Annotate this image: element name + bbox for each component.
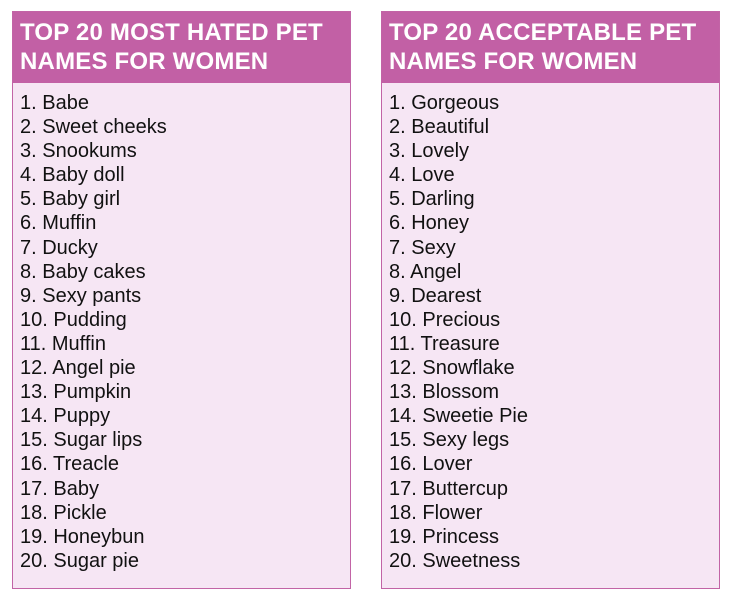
list-item: 6. Muffin	[20, 212, 97, 235]
list-item: 12. Snowflake	[389, 357, 515, 380]
list-item: 19. Princess	[389, 525, 500, 548]
list-item: 2. Beautiful	[389, 116, 490, 139]
list-item: 16. Treacle	[20, 453, 119, 476]
hated-names-card: TOP 20 MOST HATED PET NAMES FOR WOMEN 1.…	[12, 11, 351, 589]
list-item: 5. Baby girl	[20, 188, 121, 211]
list-item: 18. Pickle	[20, 501, 107, 524]
list-item: 15. Sugar lips	[20, 429, 143, 452]
list-item: 3. Snookums	[20, 140, 137, 163]
list-item: 1. Babe	[20, 92, 89, 114]
acceptable-names-title: TOP 20 ACCEPTABLE PET NAMES FOR WOMEN	[389, 19, 697, 75]
list-item: 17. Buttercup	[389, 477, 508, 500]
list-item: 19. Honeybun	[20, 525, 145, 548]
list-item: 11. Treasure	[389, 332, 500, 355]
hated-names-body: 1. Babe 2. Sweet cheeks 3. Snookums 4. B…	[13, 83, 350, 573]
hated-names-list: 1. Babe 2. Sweet cheeks 3. Snookums 4. B…	[20, 91, 350, 573]
list-item: 12. Angel pie	[20, 357, 136, 380]
list-item: 15. Sexy legs	[389, 429, 510, 452]
list-item: 16. Lover	[389, 453, 473, 476]
acceptable-names-list: 1. Gorgeous 2. Beautiful 3. Lovely 4. Lo…	[389, 91, 719, 573]
list-item: 10. Precious	[389, 308, 501, 331]
hated-names-header: TOP 20 MOST HATED PET NAMES FOR WOMEN	[13, 12, 350, 83]
list-item: 7. Sexy	[389, 236, 456, 259]
list-item: 4. Baby doll	[20, 164, 125, 187]
list-item: 17. Baby	[20, 477, 99, 500]
list-item: 4. Love	[389, 164, 455, 187]
list-item: 6. Honey	[389, 212, 470, 235]
list-item: 10. Pudding	[20, 308, 127, 331]
list-item: 14. Puppy	[20, 405, 111, 428]
list-item: 18. Flower	[389, 501, 483, 524]
list-item: 14. Sweetie Pie	[389, 405, 528, 428]
list-item: 3. Lovely	[389, 140, 470, 163]
list-item: 8. Angel	[389, 260, 462, 283]
hated-names-title: TOP 20 MOST HATED PET NAMES FOR WOMEN	[20, 19, 323, 75]
list-item: 5. Darling	[389, 188, 475, 211]
list-item: 13. Pumpkin	[20, 381, 132, 404]
list-item: 20. Sugar pie	[20, 549, 139, 572]
list-item: 9. Dearest	[389, 284, 482, 307]
list-item: 11. Muffin	[20, 332, 106, 355]
list-item: 8. Baby cakes	[20, 260, 146, 283]
list-item: 9. Sexy pants	[20, 284, 142, 307]
list-item: 13. Blossom	[389, 381, 500, 404]
acceptable-names-card: TOP 20 ACCEPTABLE PET NAMES FOR WOMEN 1.…	[381, 11, 720, 589]
list-item: 1. Gorgeous	[389, 92, 500, 114]
list-item: 7. Ducky	[20, 236, 98, 259]
acceptable-names-body: 1. Gorgeous 2. Beautiful 3. Lovely 4. Lo…	[382, 83, 719, 573]
list-item: 2. Sweet cheeks	[20, 116, 167, 139]
acceptable-names-header: TOP 20 ACCEPTABLE PET NAMES FOR WOMEN	[382, 12, 719, 83]
list-item: 20. Sweetness	[389, 549, 521, 572]
